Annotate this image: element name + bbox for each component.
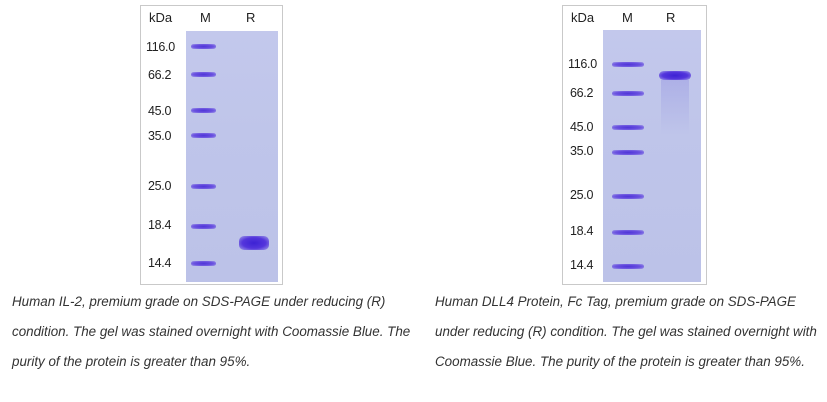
right-marker-band [612,125,644,130]
left-marker-band [191,108,216,113]
left-marker-label: 116.0 [146,40,175,54]
right-marker-band [612,150,644,155]
right-marker-label: 116.0 [568,57,597,71]
right-lane-r-label: R [666,10,676,25]
left-marker-label: 66.2 [148,68,172,82]
right-kda-label: kDa [571,10,595,25]
left-marker-label: 35.0 [148,129,172,143]
left-marker-band [191,261,216,266]
right-marker-label: 66.2 [570,86,594,100]
right-marker-label: 14.4 [570,258,594,272]
left-marker-band [191,133,216,138]
right-marker-label: 25.0 [570,188,594,202]
right-gel-frame: kDa M R 116.0 66.2 45.0 35.0 25.0 18.4 1… [562,5,707,285]
left-marker-band [191,224,216,229]
left-gel-lanes [186,31,278,282]
right-marker-band [612,194,644,199]
right-marker-band [612,91,644,96]
left-lane-r-label: R [246,10,256,25]
right-lane-m-label: M [622,10,633,25]
right-caption: Human DLL4 Protein, Fc Tag, premium grad… [435,294,817,369]
left-gel-frame: kDa M R 116.0 66.2 45.0 35.0 25.0 18.4 1… [140,5,283,285]
right-marker-label: 45.0 [570,120,594,134]
right-marker-band [612,230,644,235]
right-gel-lanes [603,30,701,282]
right-sample-smear [661,80,689,135]
left-marker-label: 14.4 [148,256,172,270]
left-sample-band [239,236,269,250]
left-marker-label: 25.0 [148,179,172,193]
left-kda-label: kDa [149,10,173,25]
right-marker-label: 18.4 [570,224,594,238]
left-marker-band [191,72,216,77]
left-caption: Human IL-2, premium grade on SDS-PAGE un… [12,294,411,369]
left-marker-label: 45.0 [148,104,172,118]
right-marker-band [612,264,644,269]
right-marker-label: 35.0 [570,144,594,158]
left-marker-band [191,184,216,189]
left-marker-label: 18.4 [148,218,172,232]
left-lane-m-label: M [200,10,211,25]
left-marker-band [191,44,216,49]
right-marker-band [612,62,644,67]
right-sample-band [659,71,691,80]
